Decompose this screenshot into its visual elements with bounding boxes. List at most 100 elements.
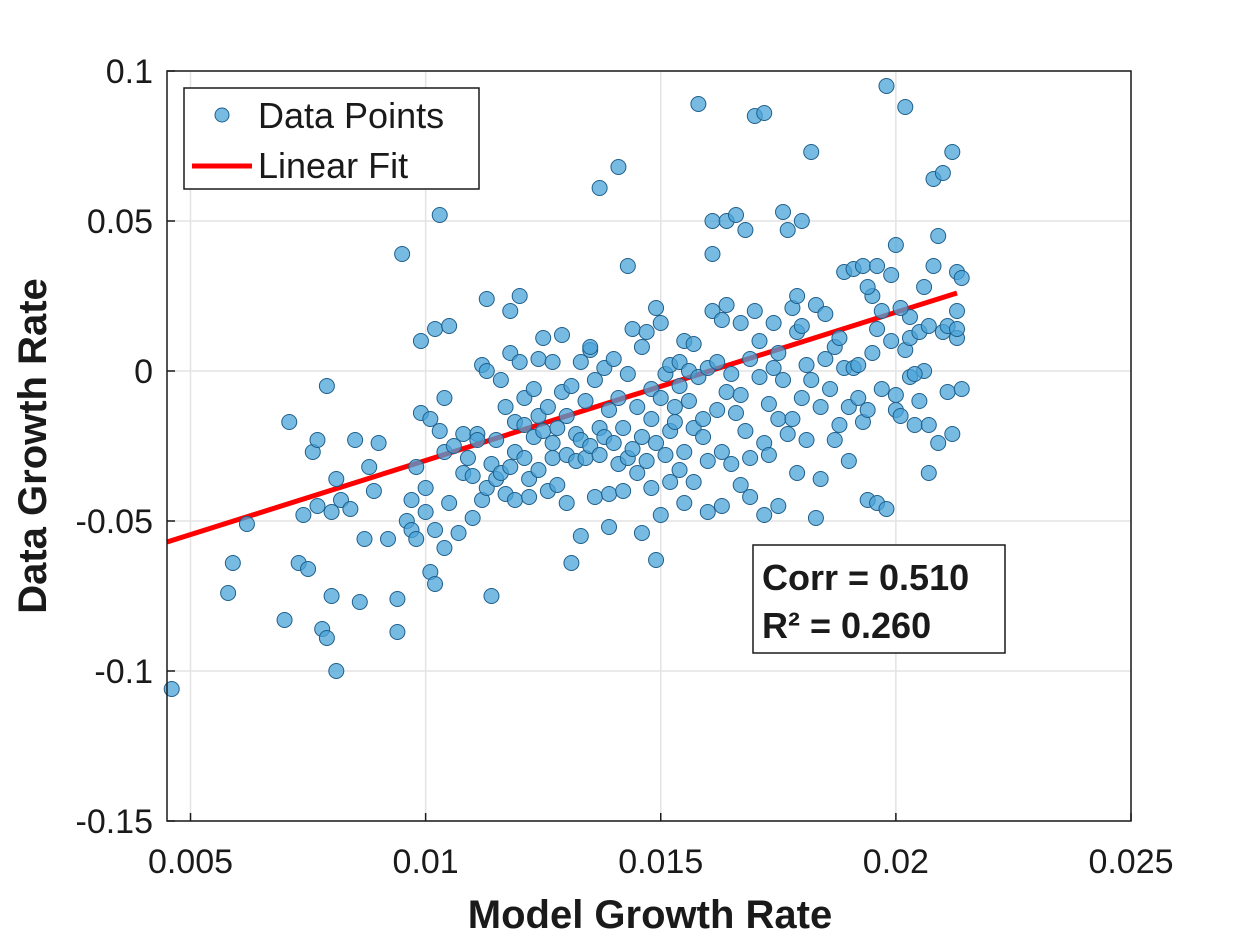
data-point xyxy=(163,681,180,697)
data-point xyxy=(671,378,688,394)
data-point xyxy=(925,258,942,274)
data-point xyxy=(624,441,641,457)
data-point xyxy=(478,363,495,379)
data-point xyxy=(558,408,575,424)
data-point xyxy=(817,351,834,367)
data-point xyxy=(949,303,966,319)
data-point xyxy=(525,381,542,397)
data-point xyxy=(732,315,749,331)
data-point xyxy=(535,330,552,346)
data-point xyxy=(238,516,255,532)
data-point xyxy=(784,411,801,427)
data-point xyxy=(619,366,636,382)
data-point xyxy=(699,453,716,469)
data-point xyxy=(732,477,749,493)
data-point xyxy=(361,459,378,475)
data-point xyxy=(695,429,712,445)
data-point xyxy=(718,384,735,400)
data-point xyxy=(770,498,787,514)
data-point xyxy=(859,402,876,418)
data-point xyxy=(803,144,820,160)
data-point xyxy=(920,417,937,433)
y-tick-label: 0.05 xyxy=(87,203,153,241)
data-point xyxy=(869,258,886,274)
data-point xyxy=(789,465,806,481)
data-point xyxy=(826,432,843,448)
data-point xyxy=(648,552,665,568)
data-point xyxy=(779,222,796,238)
data-point xyxy=(897,99,914,115)
data-point xyxy=(822,381,839,397)
data-point xyxy=(793,318,810,334)
data-point xyxy=(737,222,754,238)
data-point xyxy=(648,435,665,451)
data-point xyxy=(864,345,881,361)
data-point xyxy=(464,468,481,484)
data-point xyxy=(601,486,618,502)
data-point xyxy=(549,477,566,493)
data-point xyxy=(309,498,326,514)
legend-marker-data-points xyxy=(214,107,230,123)
y-tick-label: 0 xyxy=(134,353,153,391)
data-point xyxy=(469,432,486,448)
data-point xyxy=(789,288,806,304)
data-point xyxy=(389,624,406,640)
data-point xyxy=(666,399,683,415)
data-point xyxy=(615,483,632,499)
data-point xyxy=(436,390,453,406)
y-axis-label: Data Growth Rate xyxy=(11,278,55,614)
data-point xyxy=(709,354,726,370)
data-point xyxy=(685,474,702,490)
data-point xyxy=(944,426,961,442)
data-point xyxy=(281,414,298,430)
data-point xyxy=(408,459,425,475)
data-point xyxy=(342,501,359,517)
data-point xyxy=(765,360,782,376)
r2-text: R² = 0.260 xyxy=(762,605,931,646)
data-point xyxy=(563,378,580,394)
data-point xyxy=(389,591,406,607)
data-point xyxy=(765,315,782,331)
data-point xyxy=(803,372,820,388)
data-point xyxy=(295,507,312,523)
data-point xyxy=(356,531,373,547)
data-point xyxy=(793,390,810,406)
data-point xyxy=(441,495,458,511)
data-point xyxy=(906,417,923,433)
data-point xyxy=(742,450,759,466)
x-tick-labels: 0.005 0.01 0.015 0.02 0.025 xyxy=(148,813,1174,881)
data-point xyxy=(873,303,890,319)
y-tick-label: -0.15 xyxy=(76,803,154,841)
data-point xyxy=(713,444,730,460)
data-point xyxy=(953,381,970,397)
y-tick-label: 0.1 xyxy=(106,53,153,91)
data-point xyxy=(911,393,928,409)
data-point xyxy=(727,207,744,223)
data-point xyxy=(445,438,462,454)
data-point xyxy=(690,96,707,112)
data-point xyxy=(459,450,476,466)
data-point xyxy=(605,435,622,451)
data-point xyxy=(422,411,439,427)
data-point xyxy=(713,498,730,514)
data-point xyxy=(709,402,726,418)
data-point xyxy=(582,339,599,355)
data-point xyxy=(695,411,712,427)
stats-annotation: Corr = 0.510 R² = 0.260 xyxy=(752,544,1006,654)
data-point xyxy=(427,321,444,337)
data-point xyxy=(318,378,335,394)
y-tick-label: -0.1 xyxy=(94,653,153,691)
data-point xyxy=(751,369,768,385)
data-point xyxy=(530,351,547,367)
data-point xyxy=(506,492,523,508)
data-point xyxy=(944,144,961,160)
data-point xyxy=(412,333,429,349)
x-tick-label: 0.005 xyxy=(148,843,233,881)
data-point xyxy=(652,315,669,331)
data-point xyxy=(742,351,759,367)
data-point xyxy=(309,432,326,448)
data-point xyxy=(516,450,533,466)
data-point xyxy=(544,435,561,451)
data-point xyxy=(850,390,867,406)
